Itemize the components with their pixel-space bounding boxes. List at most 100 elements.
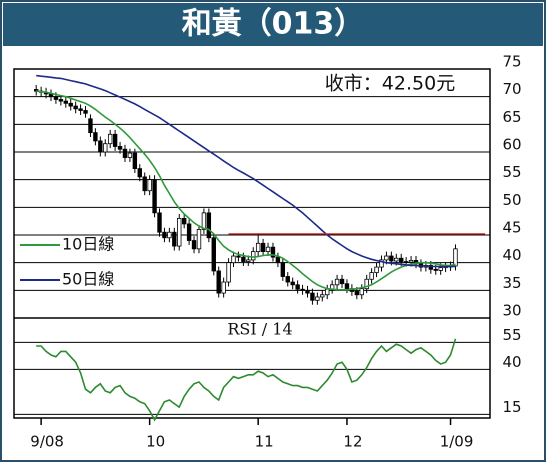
- candle-body: [117, 146, 123, 150]
- y-tick-label: 65: [502, 108, 521, 126]
- y-tick-label: 60: [502, 136, 521, 154]
- y-tick-label: 40: [502, 246, 521, 264]
- candle-body: [260, 242, 266, 253]
- candle-body: [241, 256, 246, 262]
- candle-body: [88, 118, 93, 134]
- candle-body: [325, 288, 330, 296]
- candle-body: [389, 255, 394, 262]
- candle-body: [196, 229, 202, 250]
- candle-body: [53, 96, 59, 100]
- candle-body: [300, 288, 305, 291]
- candle-body: [98, 140, 103, 153]
- candle-body: [334, 278, 340, 286]
- candle-body: [394, 257, 399, 262]
- candle-body: [181, 217, 187, 225]
- y-tick-label: 50: [502, 191, 521, 209]
- candle-body: [221, 281, 226, 294]
- candle-body: [112, 133, 118, 147]
- candle-body: [132, 152, 138, 170]
- candle-body: [103, 143, 108, 153]
- candle-body: [226, 262, 231, 283]
- candle-body: [73, 105, 78, 110]
- candle-body: [63, 100, 68, 104]
- chart-title: 和黃（013）: [182, 7, 365, 42]
- candle-body: [93, 132, 98, 142]
- close-annotation: 收市：42.50元: [325, 73, 455, 95]
- candle-body: [255, 242, 261, 253]
- candle-body: [122, 148, 128, 158]
- candle-body: [315, 296, 320, 301]
- candle-body: [295, 284, 300, 290]
- candle-body: [275, 256, 281, 264]
- legend-label: 10日線: [62, 235, 114, 254]
- moving-average-line: [36, 74, 456, 268]
- candle-body: [290, 281, 295, 286]
- candle-body: [339, 278, 345, 285]
- rsi-line: [36, 338, 457, 422]
- candle-body: [172, 231, 177, 247]
- x-tick-label: 11: [255, 433, 274, 451]
- candle-body: [408, 260, 414, 263]
- y-tick-label: 35: [502, 274, 521, 292]
- candle-body: [379, 259, 384, 268]
- candle-body: [191, 240, 197, 250]
- candle-body: [305, 289, 310, 294]
- y-tick-label: 40: [502, 353, 521, 371]
- candle-body: [270, 246, 276, 258]
- candle-body: [83, 110, 88, 114]
- candle-body: [251, 251, 256, 261]
- candle-body: [403, 261, 409, 263]
- candle-body: [216, 270, 221, 294]
- candle-body: [147, 179, 152, 192]
- candle-body: [107, 133, 113, 145]
- candle-body: [127, 152, 133, 158]
- candle-body: [137, 168, 142, 178]
- y-tick-label: 30: [502, 302, 521, 320]
- y-tick-label: 70: [502, 80, 521, 98]
- y-tick-label: 55: [502, 326, 521, 344]
- candle-body: [167, 231, 172, 239]
- candle-body: [320, 294, 325, 298]
- candle-body: [453, 248, 458, 267]
- candle-body: [68, 102, 73, 107]
- candle-body: [211, 237, 216, 272]
- x-tick-label: 10: [146, 433, 165, 451]
- candle-body: [78, 108, 83, 111]
- candle-body: [177, 217, 182, 247]
- candle-body: [354, 291, 360, 296]
- y-tick-label: 55: [502, 163, 521, 181]
- candle-body: [152, 179, 157, 214]
- candle-body: [236, 255, 241, 258]
- candle-body: [186, 223, 192, 241]
- candle-body: [231, 255, 236, 264]
- moving-average-line: [36, 90, 456, 291]
- candle-body: [246, 259, 251, 262]
- candle-body: [344, 283, 350, 290]
- y-tick-label: 75: [502, 53, 521, 71]
- candle-body: [58, 99, 64, 102]
- x-tick-label: 12: [343, 433, 362, 451]
- candle-body: [374, 266, 379, 274]
- candle-body: [384, 255, 389, 261]
- candle-body: [201, 212, 207, 230]
- candle-body: [369, 272, 374, 280]
- x-tick-label: 9/08: [30, 433, 64, 451]
- candle-body: [157, 212, 162, 233]
- candle-body: [428, 265, 434, 270]
- candle-body: [285, 276, 290, 283]
- title-bar: [3, 3, 543, 46]
- candle-body: [399, 257, 404, 262]
- candle-body: [162, 231, 167, 239]
- candle-body: [433, 268, 438, 271]
- candle-body: [280, 262, 286, 277]
- candle-body: [438, 267, 443, 271]
- rsi-title: RSI / 14: [227, 320, 292, 339]
- candle-body: [364, 278, 369, 290]
- y-tick-label: 45: [502, 219, 521, 237]
- x-tick-label: 1/09: [440, 433, 474, 451]
- candle-body: [206, 212, 212, 239]
- candle-body: [142, 176, 147, 192]
- y-tick-label: 15: [502, 398, 521, 416]
